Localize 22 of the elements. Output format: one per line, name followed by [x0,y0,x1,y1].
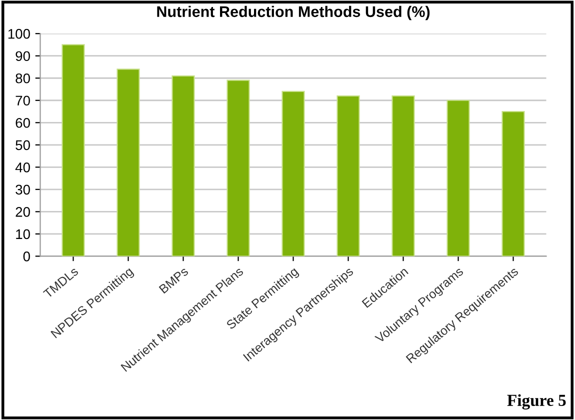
bar [282,90,305,256]
y-tick-label: 20 [16,207,30,217]
bar [392,95,415,256]
y-tick-label: 100 [8,28,30,39]
y-tick-label: 90 [16,51,30,62]
bar [446,100,470,256]
caption: Figure 5 [507,394,566,410]
y-tick-label: 60 [16,118,30,128]
bar [336,95,360,256]
y-tick-label: 70 [16,96,30,106]
y-tick-label: 30 [16,184,30,195]
bar [226,80,250,256]
y-tick-label: 0 [23,252,30,262]
chart-title: Nutrient Reduction Methods Used (%) [157,6,430,20]
bar [502,110,525,256]
y-tick-label: 40 [15,162,30,172]
y-tick-label: 10 [16,229,30,240]
y-tick-label: 80 [16,73,30,84]
bar [172,75,195,256]
y-tick-label: 50 [16,140,30,150]
bar [116,68,140,256]
bar [62,44,85,256]
